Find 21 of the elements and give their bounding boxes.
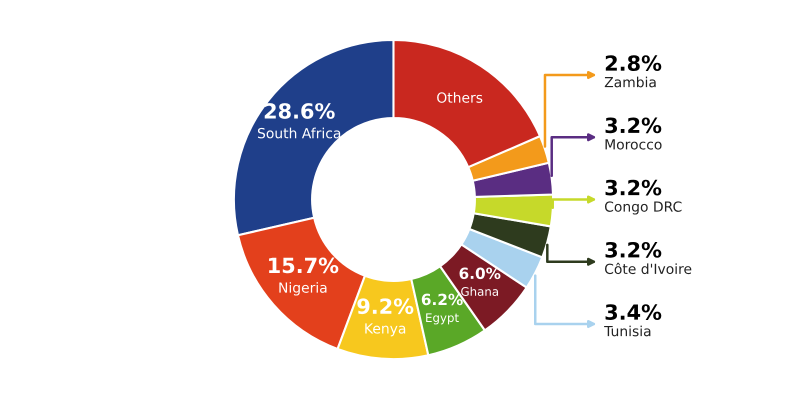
slice-label: Egypt bbox=[426, 313, 459, 324]
data-label: 15.7% bbox=[269, 258, 338, 274]
data-label: 2.8% bbox=[606, 55, 662, 71]
data-label: 3.2% bbox=[606, 117, 662, 134]
data-label: 9.2% bbox=[357, 298, 414, 314]
slice-label: Others bbox=[437, 92, 482, 103]
slice-label: South Africa bbox=[258, 128, 340, 138]
legend-label: Morocco bbox=[606, 139, 662, 150]
legend-label: Congo DRC bbox=[604, 201, 682, 215]
legend-label: Côte d'Ivoire bbox=[604, 262, 692, 274]
slice-label: Ghana bbox=[461, 286, 498, 296]
legend-label: Zambia bbox=[604, 76, 656, 88]
slice-label: Kenya bbox=[365, 323, 406, 336]
slice-label: Nigeria bbox=[279, 282, 326, 296]
legend-label: Tunisia bbox=[604, 326, 650, 336]
data-label: 3.4% bbox=[606, 304, 662, 320]
data-label: 28.6% bbox=[264, 103, 335, 119]
data-label: 3.2% bbox=[606, 180, 662, 196]
data-label: 6.2% bbox=[422, 294, 463, 306]
data-label: 6.0% bbox=[460, 268, 500, 280]
data-label: 3.2% bbox=[606, 242, 662, 258]
